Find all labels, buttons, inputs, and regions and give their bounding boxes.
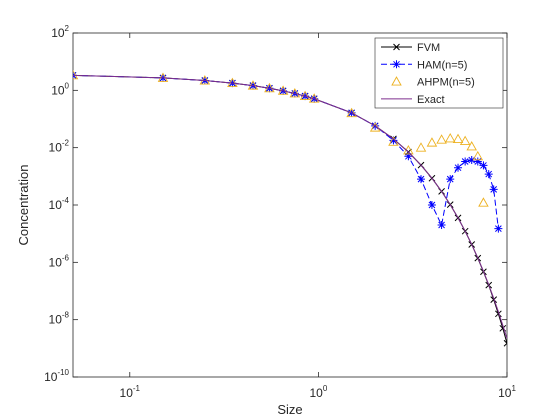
marker-star [437, 221, 446, 230]
tick-base: 10 [49, 141, 63, 155]
tick-exponent: 2 [65, 24, 70, 33]
marker-triangle [415, 142, 427, 152]
marker-triangle [452, 133, 464, 143]
tick-exponent: -10 [57, 368, 69, 377]
tick-base: 10 [49, 198, 63, 212]
tick-exponent: -6 [62, 253, 70, 262]
tick-exponent: -1 [133, 384, 141, 393]
tick-base: 10 [120, 386, 134, 400]
y-tick-label: 10-2 [49, 139, 70, 155]
plot-layer [73, 69, 507, 347]
legend: FVM HAM(n=5) AHPM(n=5) Exact [374, 37, 504, 109]
legend-label: HAM(n=5) [417, 59, 467, 71]
tick-exponent: 0 [65, 81, 70, 90]
marker-star [484, 170, 493, 179]
marker-x [503, 339, 507, 347]
marker-x [393, 43, 400, 51]
y-tick-label: 10-8 [49, 311, 70, 327]
tick-base: 10 [309, 386, 323, 400]
y-tick-label: 102 [51, 24, 69, 40]
x-axis-label: Size [277, 402, 302, 417]
x-tick-label: 101 [498, 384, 516, 400]
marker-triangle [73, 69, 79, 80]
tick-exponent: -2 [62, 139, 70, 148]
marker-star [417, 175, 426, 184]
marker-triangle [444, 133, 456, 143]
series-line [73, 74, 507, 339]
marker-triangle [436, 134, 447, 144]
marker-triangle [346, 107, 357, 118]
marker-star [473, 157, 482, 166]
marker-star [461, 157, 470, 166]
tick-base: 10 [49, 313, 63, 327]
marker-star [404, 152, 413, 161]
marker-star [454, 163, 463, 172]
marker-star [392, 60, 401, 69]
marker-triangle [466, 141, 477, 151]
marker-triangle [459, 135, 471, 146]
marker-star [427, 201, 436, 209]
legend-label: Exact [417, 94, 445, 106]
marker-star [389, 136, 398, 145]
y-tick-label: 10-10 [44, 368, 69, 384]
marker-triangle [426, 137, 438, 147]
marker-star [494, 224, 503, 233]
legend-box [374, 37, 504, 109]
tick-base: 10 [44, 370, 58, 384]
tick-exponent: -8 [62, 311, 70, 320]
marker-star [479, 161, 488, 170]
marker-star [489, 185, 498, 194]
tick-exponent: 1 [511, 384, 516, 393]
y-tick-label: 10-4 [49, 196, 70, 212]
legend-label: FVM [417, 42, 440, 54]
marker-star [446, 175, 455, 184]
y-tick-label: 10-6 [49, 253, 70, 269]
marker-x [495, 310, 502, 318]
x-tick-label: 10-1 [120, 384, 141, 400]
tick-base: 10 [51, 83, 65, 97]
marker-triangle [391, 76, 402, 86]
x-tick-label: 100 [309, 384, 327, 400]
y-tick-label: 100 [51, 81, 69, 97]
tick-exponent: 0 [323, 384, 328, 393]
legend-label: AHPM(n=5) [417, 77, 475, 89]
tick-base: 10 [51, 26, 65, 40]
marker-star [467, 156, 476, 165]
tick-base: 10 [498, 386, 512, 400]
y-axis-label: Concentration [16, 165, 31, 246]
tick-base: 10 [49, 255, 63, 269]
marker-triangle [472, 150, 484, 161]
marker-triangle [478, 197, 489, 207]
tick-exponent: -4 [62, 196, 70, 205]
